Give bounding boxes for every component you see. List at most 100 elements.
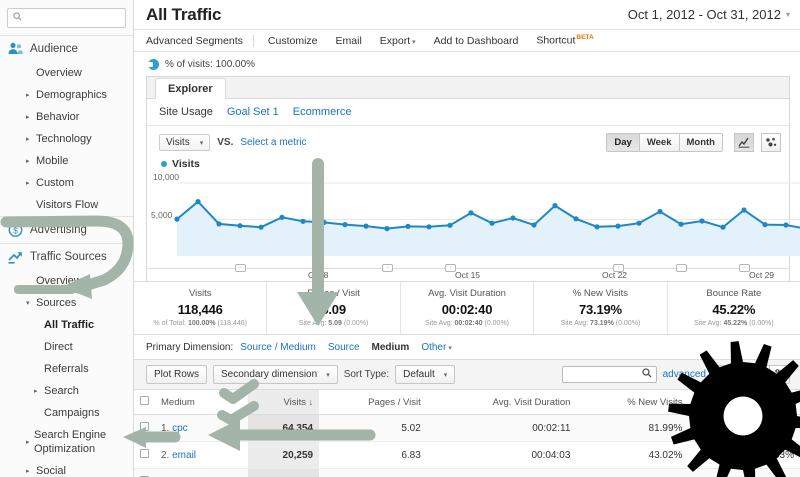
sort-type-value: Default (403, 369, 435, 380)
table-view-icon[interactable] (713, 366, 732, 383)
sidebar-item-search[interactable]: ▸ Search (0, 380, 133, 402)
sidebar-item-all-traffic[interactable]: ▸All Traffic (0, 314, 133, 336)
sidebar-item-demographics[interactable]: ▸ Demographics (0, 84, 133, 106)
sidebar-item-sources[interactable]: ▾ Sources (0, 292, 133, 314)
select-a-metric-link[interactable]: Select a metric (240, 137, 307, 148)
plot-rows-button[interactable]: Plot Rows (146, 365, 208, 384)
sidebar-section-traffic-sources[interactable]: Traffic Sources (0, 243, 133, 270)
row-medium-link[interactable]: email (172, 449, 197, 461)
action-shortcut[interactable]: ShortcutBETA (527, 34, 602, 47)
visits-line-chart[interactable]: 10,000 5,000 (147, 172, 800, 268)
column-header-pages-visit[interactable]: Pages / Visit (319, 390, 427, 415)
row-medium-link[interactable]: cpc (172, 422, 188, 434)
action-add-to-dashboard[interactable]: Add to Dashboard (425, 35, 528, 47)
chart-annotation-anchor[interactable]: ▫ (382, 264, 393, 272)
pie-view-icon[interactable] (732, 366, 751, 383)
chart-annotation-anchor[interactable]: ▫ (445, 264, 456, 272)
primary-dimension-source[interactable]: Source (327, 342, 360, 353)
chart-annotation-anchor[interactable]: ▫ (676, 264, 687, 272)
sidebar: Audience▸Overview▸Demographics▸Behavior▸… (0, 0, 134, 477)
chevron-down-icon: ▾ (412, 38, 416, 46)
sidebar-item-label: Search (44, 385, 79, 397)
secondary-dimension-label: Secondary dimension (221, 369, 318, 380)
column-header--new-visits[interactable]: % New Visits (576, 390, 689, 415)
view-type-buttons (712, 365, 790, 384)
action-customize[interactable]: Customize (259, 35, 327, 47)
date-range-picker[interactable]: Oct 1, 2012 - Oct 31, 2012 ▾ (628, 7, 790, 22)
sidebar-item-social[interactable]: ▸ Social (0, 460, 133, 477)
row-visits-cell: 64,354 (248, 414, 320, 442)
chevron-right-icon: ▸ (26, 113, 30, 121)
sidebar-item-custom[interactable]: ▸ Custom (0, 172, 133, 194)
chart-annotation-anchor[interactable]: ▫ (739, 264, 750, 272)
row-checkbox-cell[interactable] (134, 414, 155, 442)
primary-dimension-medium[interactable]: Medium (371, 342, 410, 353)
granularity-month[interactable]: Month (679, 134, 722, 151)
sort-type-select[interactable]: Default ▾ (395, 365, 456, 384)
sidebar-item-overview[interactable]: ▸Overview (0, 62, 133, 84)
tab-strip: Explorer (147, 77, 789, 99)
legend-series-label[interactable]: Visits (172, 158, 200, 170)
subtab-site-usage[interactable]: Site Usage (159, 106, 213, 118)
sidebar-item-behavior[interactable]: ▸ Behavior (0, 106, 133, 128)
sidebar-section-audience[interactable]: Audience (0, 35, 133, 62)
action-export[interactable]: Export ▾ (371, 35, 425, 47)
sidebar-item-technology[interactable]: ▸ Technology (0, 128, 133, 150)
primary-dimension-other[interactable]: Other (421, 342, 447, 353)
line-chart-icon[interactable] (734, 133, 754, 152)
table-search-box[interactable] (561, 366, 657, 383)
subtab-ecommerce[interactable]: Ecommerce (292, 106, 352, 118)
column-header-visits[interactable]: Visits ↓ (248, 390, 320, 415)
motion-chart-icon[interactable] (761, 133, 781, 152)
granularity-week[interactable]: Week (639, 134, 680, 151)
table-row[interactable]: 2. email 20,259 6.83 00:04:03 43.02% 34.53% (134, 441, 800, 469)
sidebar-section-label: Audience (30, 43, 78, 55)
chart-annotation-anchor[interactable]: ▫ (613, 264, 624, 272)
column-header-bounce-rate[interactable]: Bounce Rate (688, 390, 800, 415)
secondary-dimension-button[interactable]: Secondary dimension ▾ (213, 365, 338, 384)
sidebar-item-label: Overview (36, 67, 82, 79)
row-checkbox-cell[interactable] (134, 468, 155, 477)
table-row[interactable]: 3. organic14,4444.6300:02:2072.11%54.63% (134, 468, 800, 477)
chevron-down-icon: ▾ (199, 139, 204, 147)
sidebar-item-label: Demographics (36, 89, 107, 101)
select-all-checkbox-header[interactable] (134, 390, 155, 415)
subtab-goal-set-1[interactable]: Goal Set 1 (226, 106, 279, 118)
row-visits-cell: 20,259 (248, 441, 320, 469)
primary-dimension-source-medium[interactable]: Source / Medium (240, 342, 316, 353)
row-checkbox-cell[interactable] (134, 441, 155, 469)
column-header-avg-visit-duration[interactable]: Avg. Visit Duration (426, 390, 577, 415)
sidebar-section-advertising[interactable]: $ Advertising (0, 216, 133, 243)
metric-select[interactable]: Visits ▾ (159, 134, 211, 151)
tab-explorer[interactable]: Explorer (155, 78, 226, 99)
action-advanced-segments[interactable]: Advanced Segments (146, 34, 254, 47)
column-header-label: Medium (161, 396, 195, 408)
chart-annotation-anchor[interactable]: ▫ (235, 264, 246, 272)
summary-sub-prefix: Site Avg: (693, 320, 722, 327)
checkbox-icon[interactable] (140, 422, 149, 431)
table-controls: Plot Rows Secondary dimension ▾ Sort Typ… (134, 359, 800, 390)
sidebar-item-referrals[interactable]: ▸Referrals (0, 358, 133, 380)
column-header-medium[interactable]: Medium (155, 390, 249, 415)
sidebar-item-overview[interactable]: ▸Overview (0, 270, 133, 292)
comparison-view-icon[interactable] (770, 366, 789, 383)
sidebar-item-mobile[interactable]: ▸ Mobile (0, 150, 133, 172)
search-box[interactable] (7, 8, 126, 28)
sidebar-item-search-engine-optimization[interactable]: ▸ Search Engine Optimization (0, 424, 133, 460)
x-axis-tick-label: Oct 22 (602, 270, 628, 280)
table-row[interactable]: 1. cpc 64,354 5.02 00:02:11 81.99% 41.96% (134, 414, 800, 442)
sidebar-item-campaigns[interactable]: ▸Campaigns (0, 402, 133, 424)
checkbox-icon[interactable] (140, 449, 149, 458)
search-input[interactable] (22, 11, 120, 25)
checkbox-icon[interactable] (140, 396, 149, 405)
segment-label[interactable]: % of visits: 100.00% (165, 59, 256, 70)
action-email[interactable]: Email (327, 35, 371, 47)
advanced-link[interactable]: advanced (662, 369, 706, 380)
sidebar-item-label: Sources (36, 297, 77, 309)
sidebar-item-visitors-flow[interactable]: ▸Visitors Flow (0, 194, 133, 216)
sidebar-item-label: Referrals (44, 363, 89, 375)
sidebar-item-direct[interactable]: ▸Direct (0, 336, 133, 358)
granularity-day[interactable]: Day (607, 134, 640, 151)
bar-view-icon[interactable] (751, 366, 770, 383)
